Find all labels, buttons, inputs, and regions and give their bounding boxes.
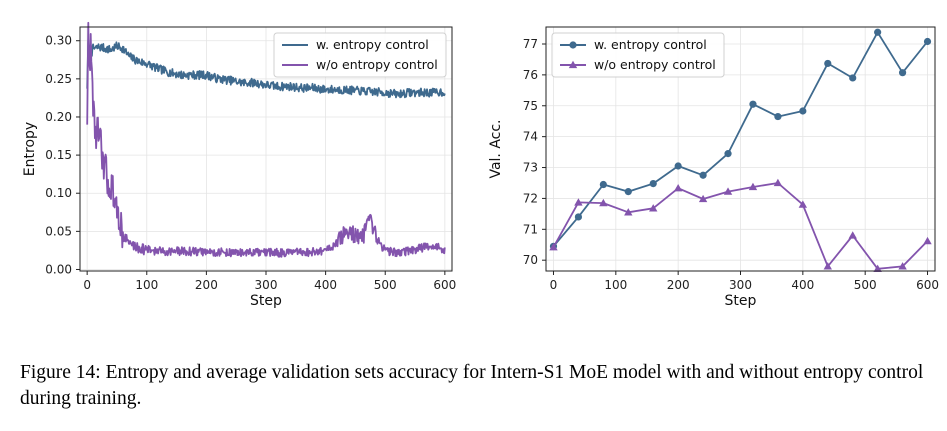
- legend-label: w. entropy control: [594, 37, 707, 52]
- y-tick-label: 0.10: [45, 186, 72, 200]
- legend-box: [273, 32, 447, 78]
- data-point: [649, 179, 657, 188]
- data-point: [624, 208, 633, 216]
- y-tick-label: 77: [523, 37, 538, 51]
- y-tick-label: 75: [523, 99, 538, 113]
- x-tick-label: 100: [604, 278, 627, 292]
- data-point: [923, 37, 932, 46]
- data-point: [574, 213, 583, 221]
- y-tick-label: 0.20: [45, 110, 72, 124]
- x-tick-label: 400: [791, 278, 814, 292]
- data-point: [773, 178, 783, 187]
- data-point: [873, 264, 882, 272]
- figure-caption: Figure 14: Entropy and average validatio…: [20, 362, 924, 409]
- legend-marker: [569, 41, 577, 49]
- x-tick-label: 600: [916, 278, 939, 292]
- data-point: [698, 194, 708, 203]
- y-tick-label: 0.05: [45, 224, 72, 238]
- x-axis-title: Step: [250, 293, 282, 309]
- x-tick-label: 500: [374, 278, 397, 292]
- legend: w. entropy control w/o entropy control: [273, 32, 447, 78]
- charts-canvas: 0 100 200 300 400 500 600 0.00 0.05 0.10 0.15 0.20 0…: [22, 21, 939, 309]
- x-tick-label: 500: [854, 278, 877, 292]
- data-point: [549, 243, 558, 251]
- chart-2: 0 100 200 300 400 500 600 70 71 72 73 74 75 76 77 Step V…: [488, 26, 939, 309]
- data-point: [898, 69, 907, 77]
- data-point: [748, 182, 758, 191]
- x-axis-title: Step: [725, 293, 757, 309]
- legend-label: w. entropy control: [316, 37, 429, 52]
- data-point: [749, 100, 757, 108]
- legend-entry: w. entropy control: [282, 37, 429, 52]
- series-line: [86, 21, 446, 258]
- y-tick-label: 74: [523, 130, 538, 144]
- series-with-entropy-control: [549, 28, 932, 250]
- legend-label: w/o entropy control: [594, 57, 716, 72]
- y-tick-label: 0.00: [45, 262, 72, 276]
- x-tick-label: 300: [729, 278, 752, 292]
- y-tick-label: 72: [523, 191, 538, 205]
- data-point: [699, 171, 707, 179]
- y-tick-label: 73: [523, 161, 538, 175]
- series-without-entropy-control: [86, 21, 446, 258]
- y-tick-label: 0.15: [45, 148, 72, 162]
- y-tick-label: 0.25: [45, 72, 72, 86]
- legend-label: w/o entropy control: [316, 57, 438, 72]
- data-point: [798, 200, 808, 208]
- y-axis-title: Entropy: [22, 122, 38, 176]
- legend-marker: [568, 60, 578, 69]
- data-point: [824, 59, 832, 68]
- data-point: [674, 162, 682, 170]
- y-tick-label: 71: [523, 222, 538, 236]
- legend-entry: w/o entropy control: [560, 57, 716, 72]
- legend: w. entropy control w/o entropy control: [551, 32, 725, 78]
- series-line: [552, 182, 929, 270]
- chart-1: 0 100 200 300 400 500 600 0.00 0.05 0.10 0.15 0.20 0…: [22, 21, 456, 309]
- data-point: [849, 74, 857, 82]
- data-point: [724, 150, 732, 158]
- series-line: [552, 31, 929, 247]
- data-point: [799, 107, 807, 115]
- data-point: [874, 28, 882, 36]
- y-axis-title: Val. Acc.: [488, 119, 504, 178]
- y-tick-label: 0.30: [45, 34, 72, 48]
- legend-entry: w. entropy control: [560, 37, 707, 52]
- data-point: [848, 231, 857, 239]
- data-point: [923, 236, 932, 245]
- data-point: [574, 198, 583, 206]
- series-line: [86, 38, 446, 99]
- y-tick-label: 76: [523, 68, 538, 82]
- x-tick-label: 200: [667, 278, 690, 292]
- data-point: [898, 262, 907, 270]
- data-point: [723, 187, 733, 195]
- x-tick-label: 600: [433, 278, 456, 292]
- series-with-entropy-control: [86, 38, 446, 99]
- x-tick-label: 200: [195, 278, 218, 292]
- data-point: [774, 112, 782, 121]
- data-point: [823, 262, 832, 270]
- x-tick-label: 0: [83, 278, 91, 292]
- legend-box: [551, 32, 725, 78]
- x-tick-label: 0: [550, 278, 558, 292]
- y-tick-label: 70: [523, 253, 538, 267]
- data-point: [624, 188, 632, 196]
- data-point: [649, 204, 658, 212]
- x-tick-label: 400: [314, 278, 337, 292]
- x-tick-label: 100: [135, 278, 158, 292]
- legend-entry: w/o entropy control: [282, 57, 438, 72]
- data-point: [599, 180, 607, 189]
- series-without-entropy-control: [549, 178, 932, 272]
- x-tick-label: 300: [255, 278, 278, 292]
- data-point: [599, 198, 608, 207]
- figure: 0 100 200 300 400 500 600 0.00 0.05 0.10 0.15 0.20 0…: [22, 21, 939, 309]
- data-point: [673, 184, 683, 192]
